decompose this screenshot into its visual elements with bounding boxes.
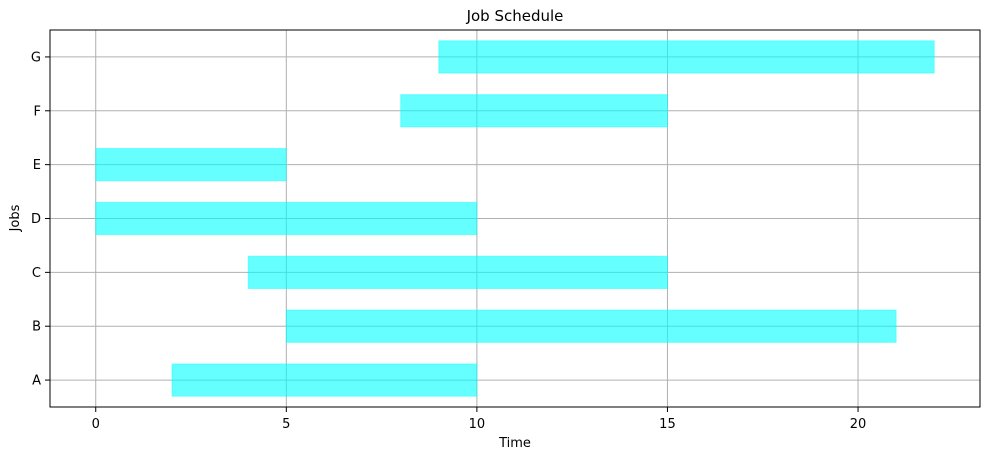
bar-D — [95, 201, 478, 236]
bar-F — [400, 94, 668, 128]
bar-A — [171, 363, 478, 397]
y-axis-label: Jobs — [8, 204, 23, 232]
x-tick-label: 5 — [282, 417, 290, 432]
y-tick-label: D — [31, 212, 41, 227]
chart-title: Job Schedule — [466, 7, 564, 25]
y-tick-label: A — [32, 374, 41, 389]
x-tick-label: 15 — [659, 417, 676, 432]
x-tick-label: 20 — [850, 417, 867, 432]
y-tick-label: E — [33, 158, 41, 173]
bars — [95, 40, 935, 397]
plot-frame — [49, 29, 981, 408]
bar-C — [247, 255, 668, 290]
bar-B — [285, 309, 897, 343]
x-tick-label: 0 — [92, 417, 100, 432]
x-tick-label: 10 — [469, 417, 486, 432]
y-tick-label: C — [32, 266, 41, 281]
y-tick-label: G — [31, 50, 41, 65]
bar-G — [438, 40, 935, 74]
y-tick-label: F — [34, 104, 41, 119]
y-tick-label: B — [32, 320, 41, 335]
axes: 0 5 10 15 20 A B C D E F G — [31, 29, 981, 432]
x-axis-label: Time — [498, 436, 531, 451]
bar-E — [95, 147, 287, 182]
